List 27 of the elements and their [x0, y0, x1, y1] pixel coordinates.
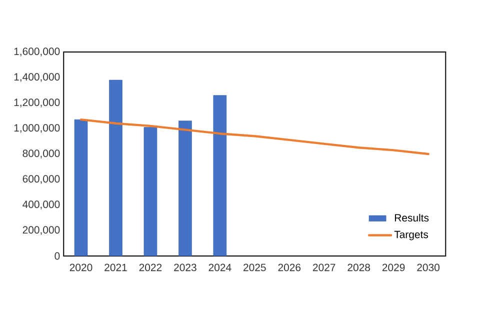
y-tick-label: 1,600,000: [14, 48, 60, 56]
x-tick-label: 2020: [70, 264, 92, 272]
x-tick-label: 2029: [382, 264, 405, 272]
bar: [109, 80, 122, 256]
x-tick-label: 2024: [208, 264, 232, 272]
y-tick-label: 0: [54, 252, 60, 260]
bar: [74, 119, 88, 256]
x-tick-label: 2030: [417, 264, 440, 272]
y-tick-label: 400,000: [22, 200, 60, 210]
bar: [213, 95, 227, 256]
legend-label: Targets: [394, 230, 428, 240]
legend-label: Results: [394, 214, 429, 222]
x-tick-label: 2021: [104, 264, 127, 272]
bar: [178, 120, 192, 256]
x-tick-label: 2025: [244, 264, 266, 272]
x-tick-label: 2022: [139, 264, 162, 272]
y-tick-label: 1,200,000: [14, 98, 60, 108]
y-tick-label: 600,000: [22, 175, 60, 184]
y-tick-label: 1,000,000: [14, 124, 60, 133]
y-tick-label: 800,000: [22, 150, 60, 158]
y-tick-label: 200,000: [22, 226, 60, 235]
x-tick-label: 2027: [312, 264, 336, 272]
bar: [144, 127, 158, 256]
x-tick-label: 2026: [278, 264, 301, 272]
y-tick-label: 1,400,000: [14, 73, 60, 82]
x-tick-label: 2023: [174, 264, 196, 272]
x-tick-label: 2028: [348, 264, 370, 272]
